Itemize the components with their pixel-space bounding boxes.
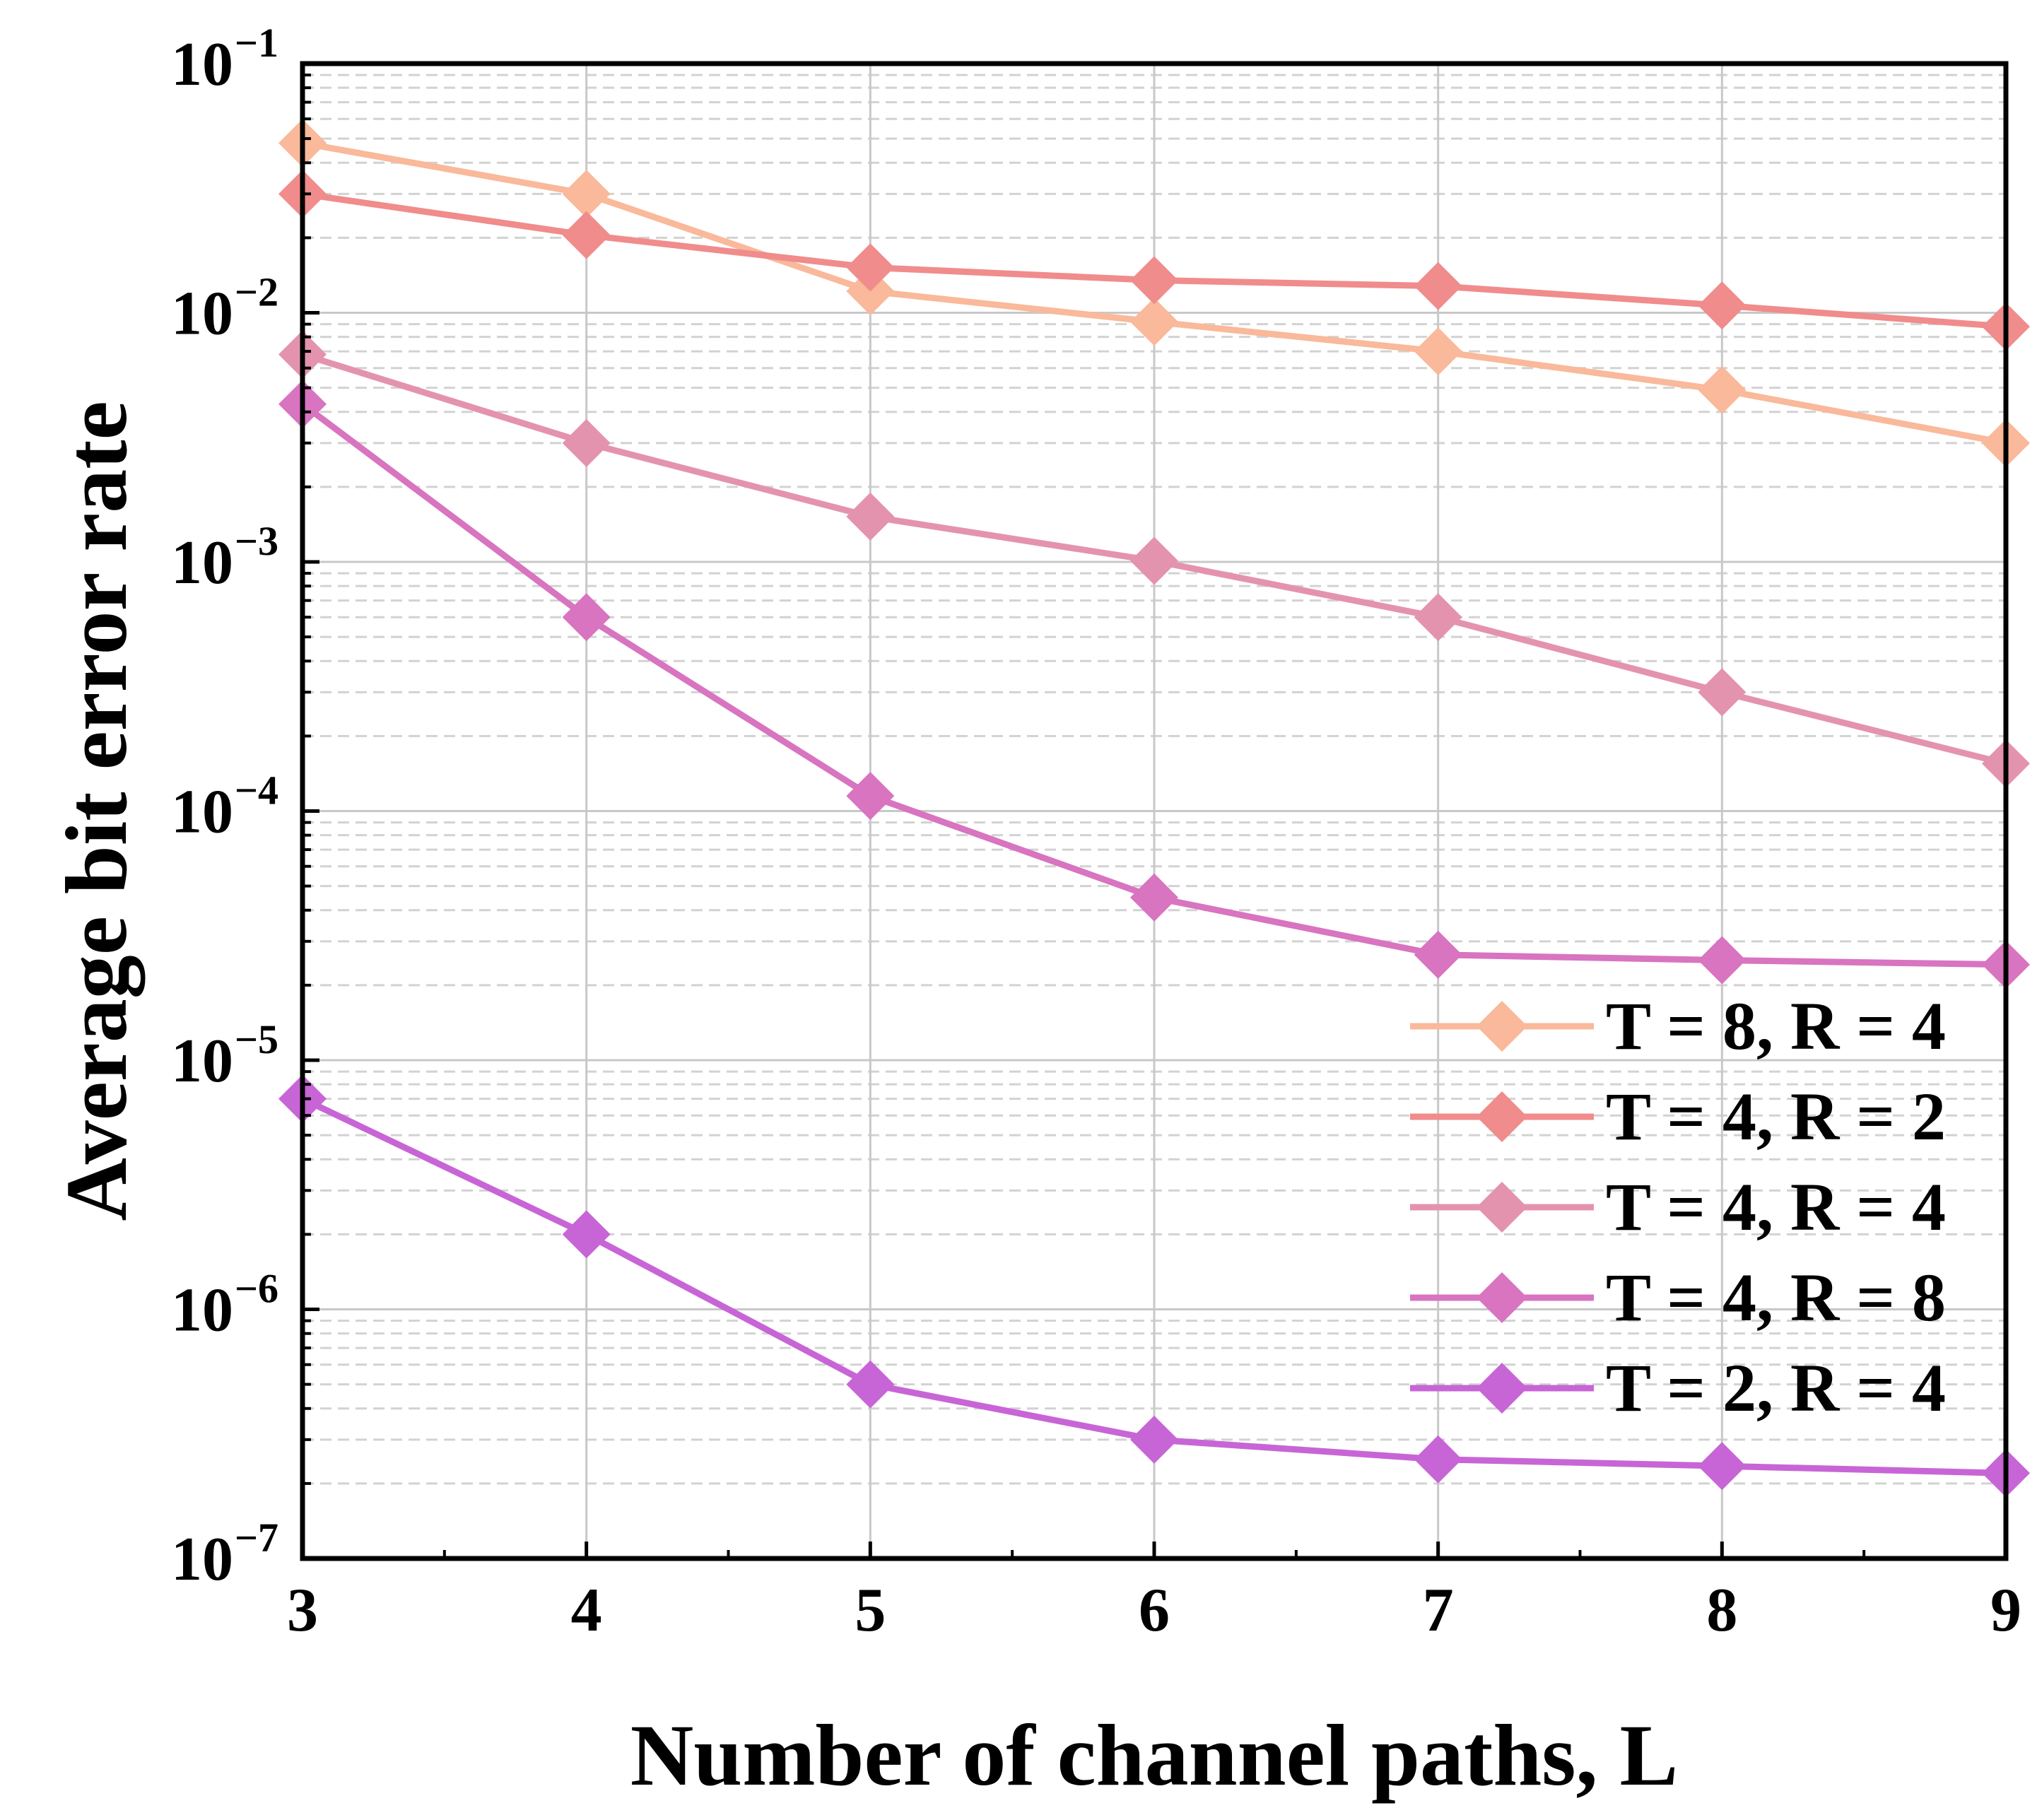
series-4 <box>278 380 2030 989</box>
legend-label: T = 4, R = 4 <box>1606 1169 1946 1245</box>
data-point <box>1698 365 1747 414</box>
data-point <box>1414 262 1462 310</box>
series-5 <box>278 1074 2030 1498</box>
legend-entry-5: T = 2, R = 4 <box>1410 1350 1946 1426</box>
data-point <box>562 1210 611 1259</box>
data-point <box>1414 327 1462 376</box>
legend-label: T = 8, R = 4 <box>1606 988 1946 1064</box>
series-2 <box>278 170 2030 351</box>
data-point <box>1130 1415 1178 1464</box>
y-tick-exponent: −3 <box>235 518 278 564</box>
legend-entry-4: T = 4, R = 8 <box>1410 1260 1946 1335</box>
y-tick-label: 10 <box>171 529 233 597</box>
y-tick-label: 10 <box>171 778 233 847</box>
y-tick-label: 10 <box>171 280 233 348</box>
y-tick-exponent: −2 <box>235 269 278 315</box>
data-point <box>1130 298 1178 346</box>
y-tick-exponent: −5 <box>235 1016 278 1062</box>
data-point <box>1698 1442 1747 1491</box>
x-tick-label: 9 <box>1990 1576 2021 1645</box>
x-tick-label: 7 <box>1423 1576 1454 1645</box>
data-point <box>1698 936 1747 985</box>
legend-marker <box>1477 1272 1527 1323</box>
data-point <box>846 1360 895 1409</box>
x-axis-title: Number of channel paths, L <box>630 1707 1679 1804</box>
y-tick-label: 10 <box>171 30 233 99</box>
y-tick-label: 10 <box>171 1027 233 1096</box>
x-tick-label: 3 <box>287 1576 318 1645</box>
data-point <box>1414 593 1462 642</box>
data-point <box>1698 281 1747 330</box>
data-point <box>1698 668 1747 717</box>
data-point <box>1414 1435 1462 1484</box>
y-tick-exponent: −4 <box>235 768 278 814</box>
legend-marker <box>1477 1363 1527 1414</box>
y-tick-exponent: −1 <box>235 20 278 66</box>
x-tick-label: 8 <box>1706 1576 1737 1645</box>
legend: T = 8, R = 4 T = 4, R = 2 T = 4, R = 4 T = … <box>1410 988 1946 1426</box>
data-point <box>846 492 895 541</box>
data-point <box>1130 873 1178 922</box>
x-tick-label: 6 <box>1139 1576 1170 1645</box>
data-point <box>562 170 611 218</box>
data-point <box>562 211 611 259</box>
legend-entry-3: T = 4, R = 4 <box>1410 1169 1946 1245</box>
data-point <box>1130 256 1178 305</box>
data-point <box>1130 536 1178 585</box>
data-point <box>846 243 895 292</box>
series-3 <box>278 330 2030 788</box>
legend-marker <box>1477 1182 1527 1233</box>
data-point <box>562 593 611 642</box>
y-tick-exponent: −6 <box>235 1266 278 1312</box>
y-tick-exponent: −7 <box>235 1515 278 1561</box>
y-tick-label: 10 <box>171 1525 233 1594</box>
legend-label: T = 4, R = 2 <box>1606 1079 1946 1154</box>
data-point <box>1414 930 1462 979</box>
legend-marker <box>1477 1091 1527 1142</box>
x-tick-label: 5 <box>855 1576 886 1645</box>
axis-ticks: 3 4 5 6 7 8 910−110−210−310−410−510−610−7 <box>171 20 2021 1645</box>
y-tick-label: 10 <box>171 1276 233 1345</box>
legend-marker <box>1477 1001 1527 1052</box>
legend-entry-2: T = 4, R = 2 <box>1410 1079 1946 1154</box>
x-tick-label: 4 <box>571 1576 602 1645</box>
legend-label: T = 4, R = 8 <box>1606 1260 1946 1335</box>
legend-label: T = 2, R = 4 <box>1606 1350 1946 1426</box>
series-layer <box>278 119 2030 1498</box>
y-axis-title: Average bit error rate <box>48 401 146 1221</box>
data-point <box>562 418 611 467</box>
legend-entry-1: T = 8, R = 4 <box>1410 988 1946 1064</box>
data-point <box>846 772 895 821</box>
